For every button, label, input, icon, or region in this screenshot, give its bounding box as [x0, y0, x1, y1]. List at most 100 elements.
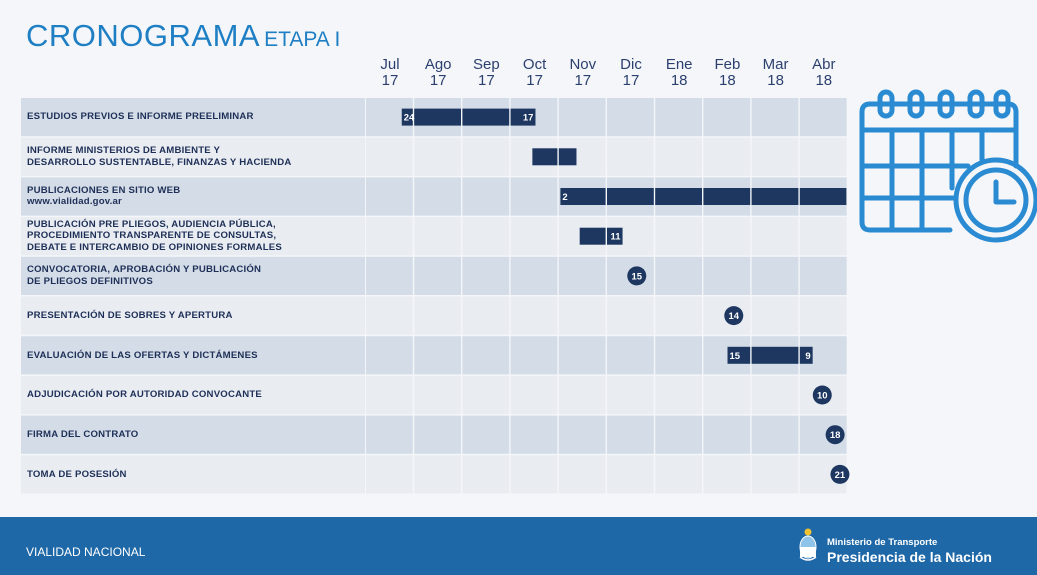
grid-cell — [751, 137, 799, 176]
month-year: 18 — [719, 72, 736, 89]
task-label-text: ESTUDIOS PREVIOS E INFORME PREELIMINAR — [27, 111, 254, 123]
task-label: ESTUDIOS PREVIOS E INFORME PREELIMINAR — [27, 98, 357, 136]
month-label: Feb 18 — [703, 57, 751, 89]
grid-cell — [510, 336, 558, 375]
grid-cell — [799, 296, 847, 335]
task-bar — [607, 227, 623, 245]
month-year: 17 — [574, 72, 592, 89]
month-name: Sep — [473, 56, 500, 73]
milestone-marker — [830, 464, 850, 484]
grid-cell — [703, 455, 751, 494]
task-bar — [414, 108, 461, 126]
month-year: 17 — [622, 72, 640, 89]
grid-cell — [414, 336, 461, 375]
milestone-marker — [825, 425, 845, 445]
month-header: Jul 17 Ago 17 Sep 17 Oct 17 Nov 17 Dic 17 Ene 18 Feb 18… — [0, 57, 1037, 97]
grid-cell — [414, 217, 461, 256]
task-label: TOMA DE POSESIÓN — [27, 455, 357, 493]
grid-cell — [366, 296, 413, 335]
grid-cell — [462, 296, 510, 335]
month-name: Ene — [665, 56, 693, 73]
grid-cell — [655, 296, 702, 335]
month-name: Feb — [714, 56, 741, 73]
grid-cell — [510, 217, 558, 256]
grid-cell — [462, 256, 510, 295]
grid-cell — [510, 415, 558, 454]
grid-cell — [558, 455, 606, 494]
footer-agency: VIALIDAD NACIONAL — [26, 545, 146, 559]
task-bar — [462, 108, 510, 126]
grid-cell — [655, 415, 702, 454]
grid-cell — [655, 137, 702, 176]
row-background — [21, 256, 365, 295]
month-year: 17 — [429, 72, 447, 89]
grid-cell — [558, 375, 606, 415]
grid-cell — [366, 217, 413, 256]
task-bar — [560, 188, 606, 205]
grid-cell — [703, 375, 751, 415]
month-label: Ene 18 — [655, 57, 703, 89]
grid-cell — [414, 296, 461, 335]
task-label-text: EVALUACIÓN DE LAS OFERTAS Y DICTÁMENES — [27, 349, 258, 361]
grid-cell — [558, 98, 606, 137]
month-year: 17 — [478, 72, 495, 89]
task-bar — [532, 148, 558, 166]
grid-cell — [703, 256, 751, 295]
milestone-label: 10 — [817, 391, 828, 402]
milestone-label: 18 — [830, 430, 841, 441]
grid-cell — [510, 375, 558, 415]
grid-cell — [799, 98, 847, 137]
grid-cell — [510, 256, 558, 295]
task-label: PUBLICACIONES EN SITIO WEB www.vialidad.… — [27, 177, 357, 215]
grid-cell — [607, 137, 654, 176]
bar-start-label: 15 — [730, 351, 741, 362]
grid-cell — [751, 415, 799, 454]
row-background — [21, 137, 365, 176]
grid-cell — [366, 256, 413, 295]
task-bar — [401, 108, 413, 126]
task-bar — [703, 188, 751, 205]
bar-start-label: 24 — [404, 113, 415, 124]
task-label-text: ADJUDICACIÓN POR AUTORIDAD CONVOCANTE — [27, 389, 262, 401]
month-label: Sep 17 — [462, 57, 510, 89]
grid-cell — [655, 98, 702, 137]
footer-ministry: Ministerio de Transporte — [827, 537, 938, 548]
grid-cell — [751, 256, 799, 295]
grid-cell — [366, 336, 413, 375]
grid-cell — [414, 256, 461, 295]
grid-cell — [414, 375, 461, 415]
grid-cell — [751, 375, 799, 415]
row-background — [21, 296, 365, 335]
month-year: 17 — [381, 72, 399, 89]
row-background — [21, 415, 365, 454]
grid-cell — [366, 455, 413, 494]
grid-cell — [655, 375, 702, 415]
month-name: Nov — [569, 56, 597, 73]
grid-cell — [799, 217, 847, 256]
grid-cell — [414, 177, 461, 216]
grid-cell — [607, 296, 654, 335]
footer-presidency: Presidencia de la Nación — [827, 549, 992, 565]
grid-cell — [366, 375, 413, 415]
milestone-marker — [724, 306, 744, 326]
task-bar — [799, 188, 847, 205]
grid-cell — [703, 137, 751, 176]
bar-end-label: 9 — [805, 351, 810, 362]
row-background — [21, 217, 365, 256]
grid-cell — [655, 217, 702, 256]
month-label: Abr 18 — [800, 57, 848, 89]
grid-cell — [799, 137, 847, 176]
grid-cell — [703, 98, 751, 137]
task-label: INFORME MINISTERIOS DE AMBIENTE Y DESARR… — [27, 138, 357, 176]
grid-cell — [558, 336, 606, 375]
grid-cell — [462, 375, 510, 415]
grid-cell — [607, 336, 654, 375]
milestone-label: 21 — [835, 470, 846, 481]
month-year: 17 — [526, 72, 543, 89]
month-name: Mar — [762, 56, 789, 73]
grid-cell — [462, 137, 510, 176]
grid-cell — [510, 455, 558, 494]
task-bar — [607, 188, 654, 205]
month-label: Mar 18 — [752, 57, 800, 89]
task-label-text: PUBLICACIONES EN SITIO WEB www.vialidad.… — [27, 184, 181, 208]
